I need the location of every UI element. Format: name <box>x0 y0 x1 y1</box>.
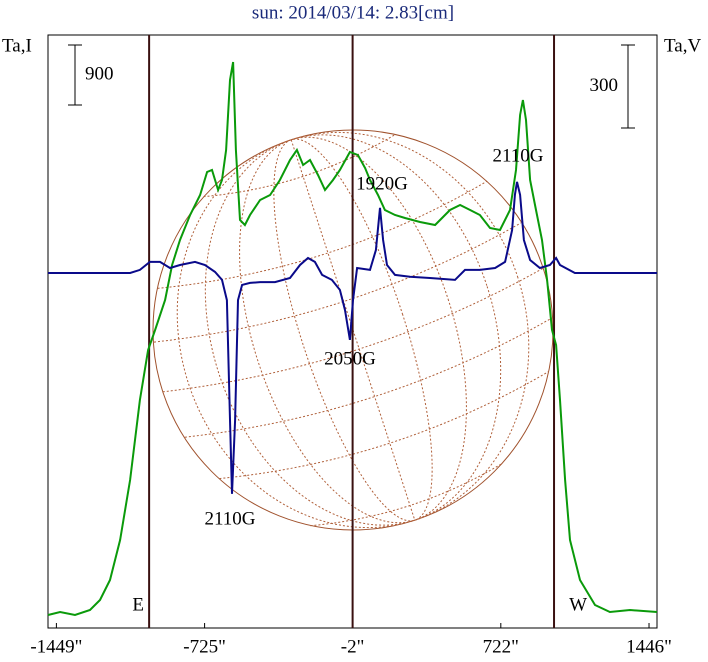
limb-label: W <box>569 594 587 615</box>
scale-bar <box>621 44 635 129</box>
scale-bar-label: 300 <box>590 75 619 96</box>
x-tick-label: -725" <box>183 636 226 657</box>
annotation: 1920G <box>356 173 408 194</box>
x-tick-label: 1446" <box>626 636 672 657</box>
annotation: 2110G <box>204 508 255 529</box>
series-line <box>47 61 658 617</box>
x-tick-label: -1449" <box>30 636 82 657</box>
annotation: 2110G <box>492 145 543 166</box>
series-line <box>48 181 657 494</box>
y2-axis-label: Ta,V <box>664 35 701 56</box>
x-tick-label: 722" <box>483 636 519 657</box>
scale-bar <box>68 44 82 106</box>
limb-label: E <box>132 594 144 615</box>
annotation: 2050G <box>324 348 376 369</box>
scale-bar-label: 900 <box>85 63 114 84</box>
x-tick-label: -2" <box>341 636 365 657</box>
chart-title: sun: 2014/03/14: 2.83[cm] <box>252 2 454 23</box>
y-axis-label: Ta,I <box>2 35 32 56</box>
